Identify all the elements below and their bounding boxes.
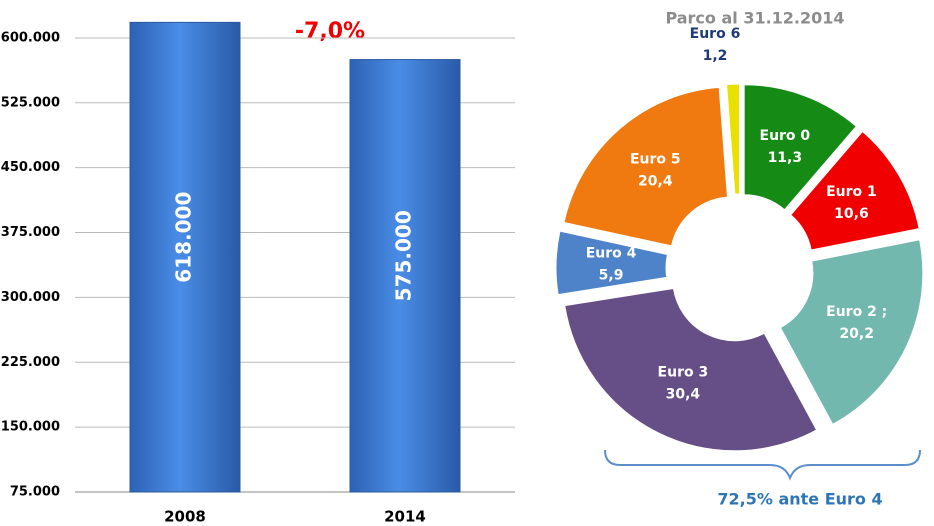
slice-label: Euro 2 ; xyxy=(826,304,887,320)
value-label: 575.000 xyxy=(392,210,416,301)
slice-value: 10,6 xyxy=(834,206,869,222)
pie-title: Parco al 31.12.2014 xyxy=(665,9,844,28)
donut-slice xyxy=(555,230,669,296)
brace xyxy=(604,449,921,481)
slice-value: 30,4 xyxy=(666,387,701,403)
value-label: 618.000 xyxy=(172,192,196,283)
y-tick-label: 600.000 xyxy=(1,30,60,45)
slice-label: Euro 0 xyxy=(760,128,811,144)
slice-label: Euro 5 xyxy=(630,152,681,168)
change-annotation: -7,0% xyxy=(295,19,365,44)
pie-annotation: 72,5% ante Euro 4 xyxy=(717,490,882,509)
y-tick-label: 300.000 xyxy=(1,290,60,305)
slice-label: Euro 4 xyxy=(586,245,637,261)
slice-label: Euro 6 xyxy=(690,26,741,42)
y-tick-label: 150.000 xyxy=(1,420,60,435)
y-tick-label: 375.000 xyxy=(1,225,60,240)
slice-value: 20,2 xyxy=(839,326,874,342)
donut-slice xyxy=(743,84,857,211)
donut-slice xyxy=(790,130,920,251)
slice-label: Euro 3 xyxy=(658,365,709,381)
x-tick-label: 2014 xyxy=(384,508,426,526)
bar xyxy=(129,21,241,493)
slice-value: 1,2 xyxy=(703,48,728,64)
donut-slice xyxy=(563,86,728,247)
slice-value: 11,3 xyxy=(768,150,803,166)
donut-slice xyxy=(779,239,924,426)
y-tick-label: 525.000 xyxy=(1,95,60,110)
y-tick-label: 450.000 xyxy=(1,160,60,175)
x-tick-label: 2008 xyxy=(164,508,206,526)
slice-label: Euro 1 xyxy=(826,184,877,200)
y-tick-label: 225.000 xyxy=(1,355,60,370)
y-tick-label: 75.000 xyxy=(10,485,60,500)
slice-value: 20,4 xyxy=(638,174,673,190)
donut-slice xyxy=(564,287,818,452)
slice-value: 5,9 xyxy=(599,267,624,283)
bar xyxy=(349,59,461,493)
donut-slice xyxy=(726,83,741,195)
